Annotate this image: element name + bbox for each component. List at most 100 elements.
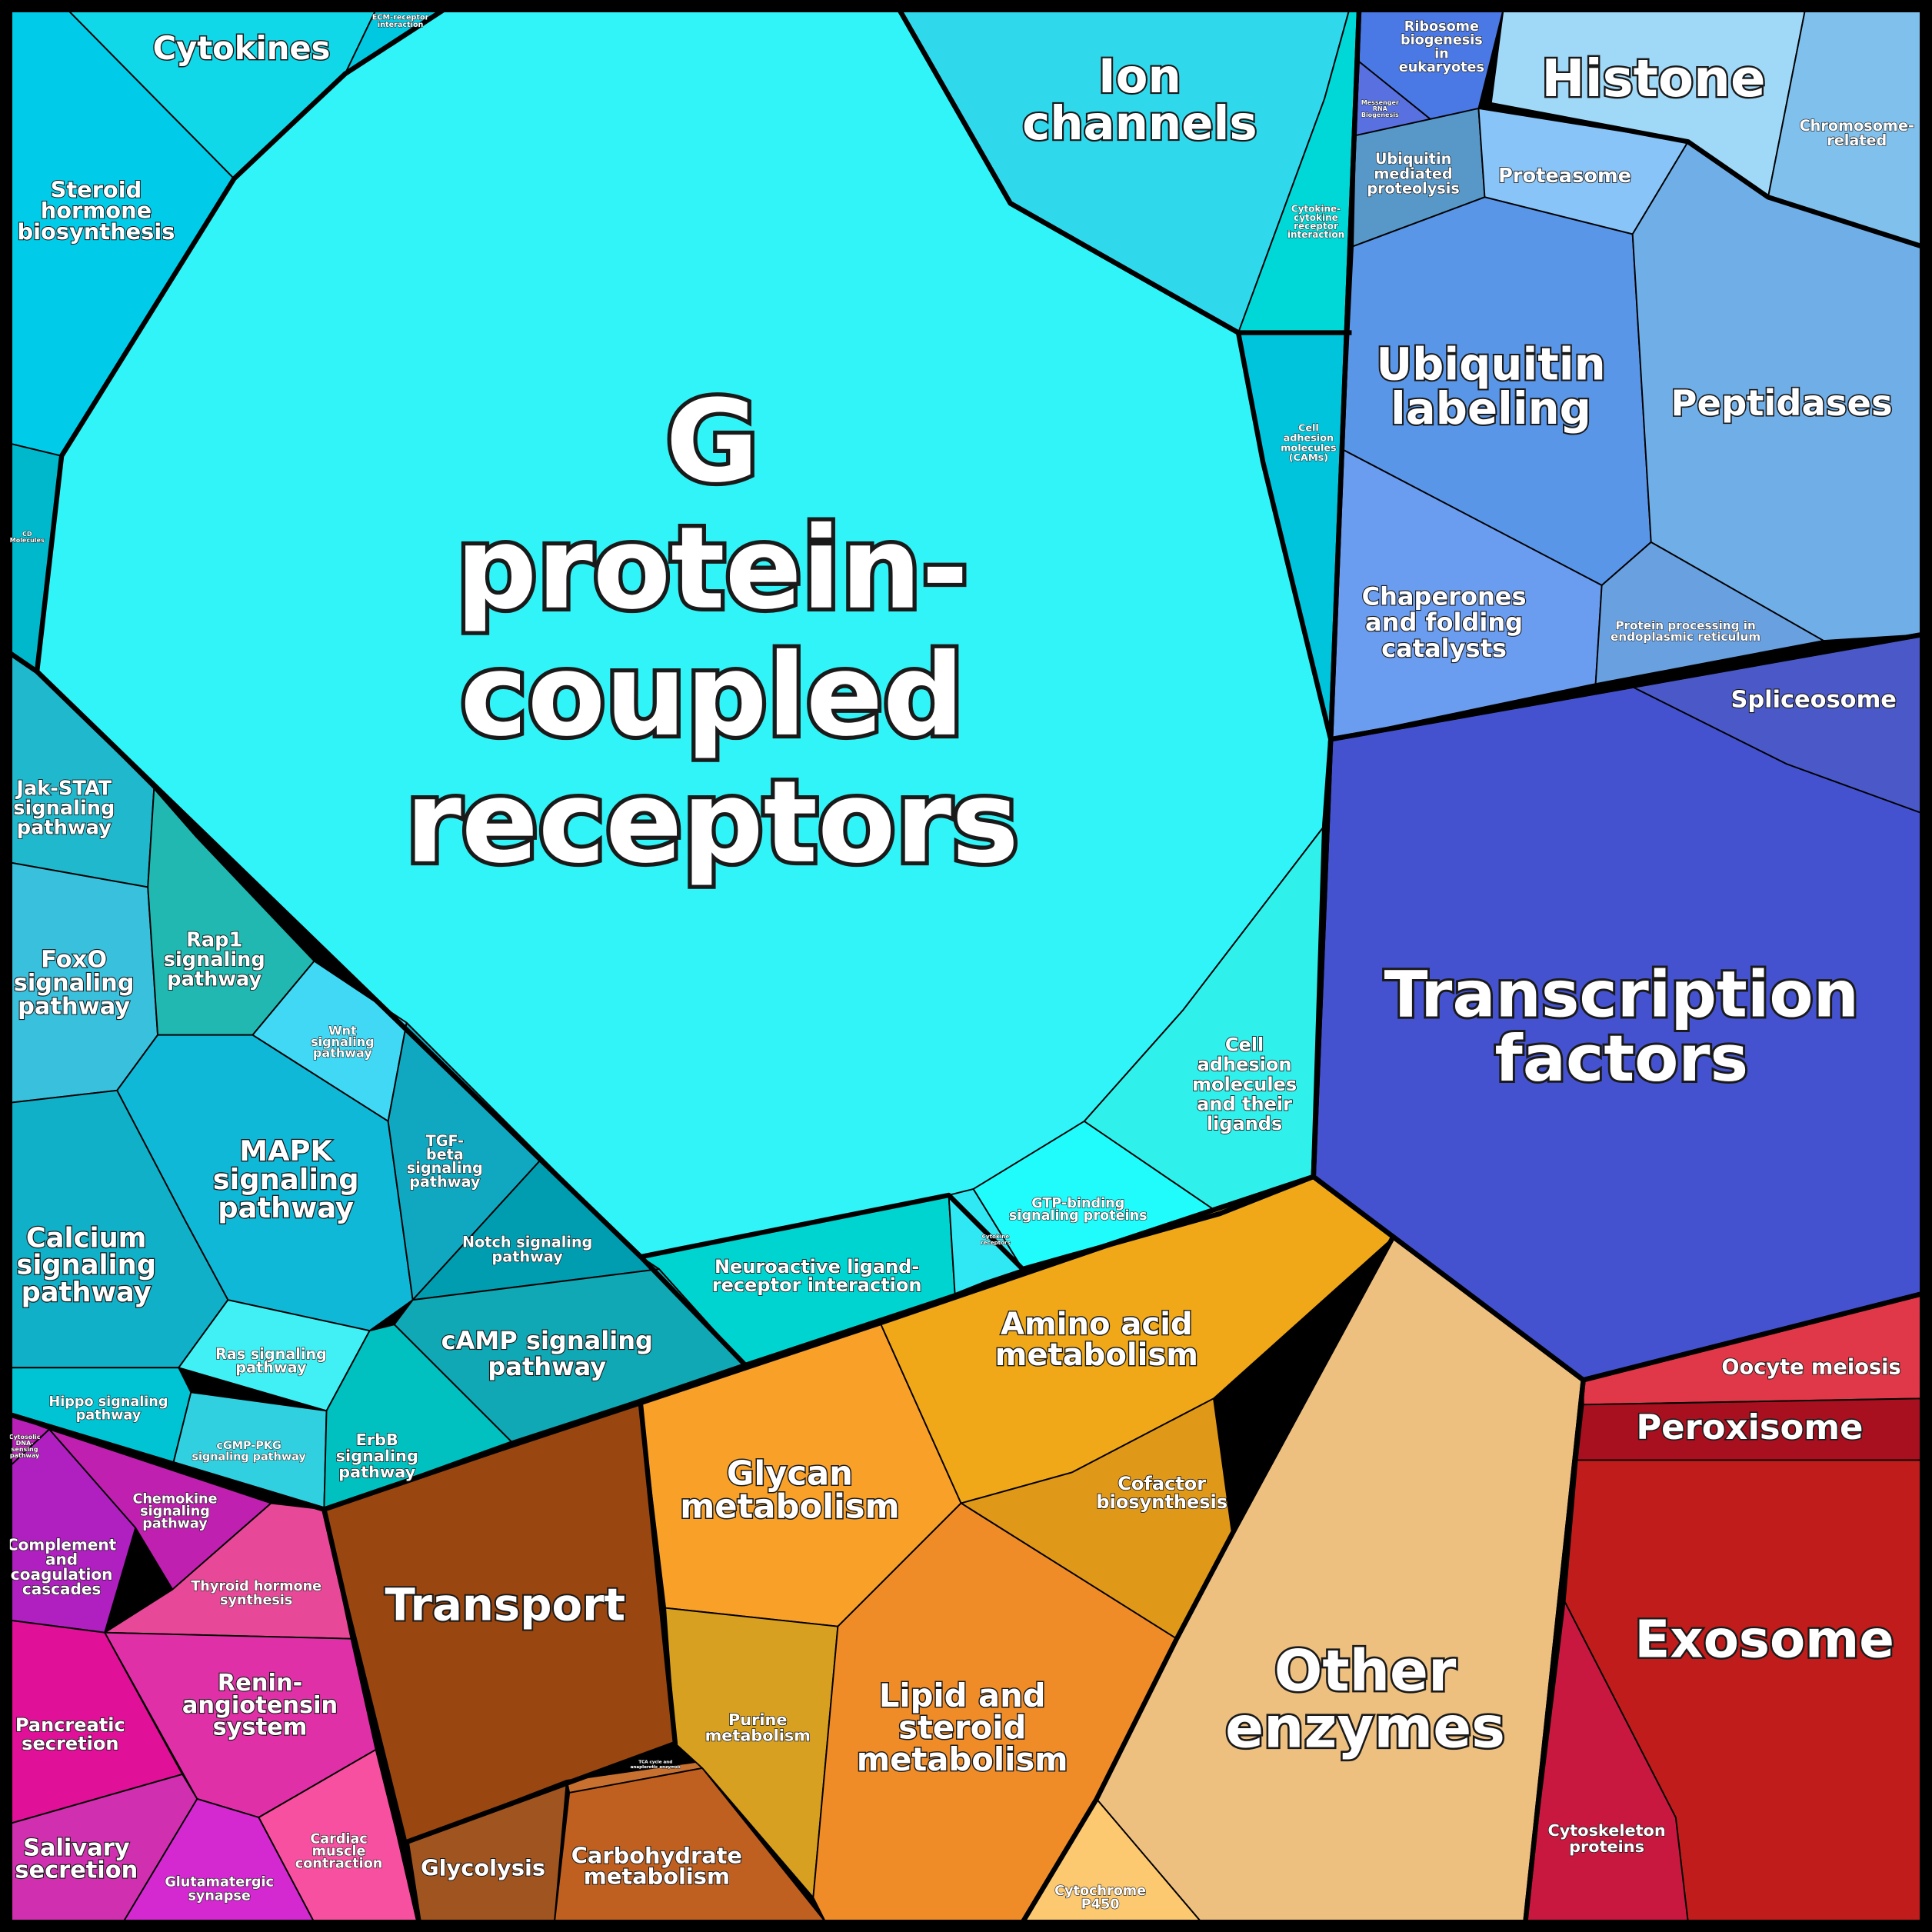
label-thyroid: Thyroid hormone synthesis [191, 1579, 321, 1608]
label-line: contraction [295, 1857, 383, 1872]
label-lipid: Lipid and steroid metabolism [857, 1677, 1068, 1778]
label-carbohydrate: Carbohydrate metabolism [571, 1842, 742, 1889]
label-cofactor: Cofactor biosynthesis [1096, 1473, 1227, 1513]
label-line: Complement [7, 1535, 117, 1554]
label-line: signaling [336, 1447, 418, 1465]
label-ubiq-mediated: Ubiquitin mediated proteolysis [1367, 150, 1459, 197]
label-line: mediated [1374, 165, 1452, 182]
label-camp: cAMP signaling pathway [441, 1326, 653, 1381]
label-spliceosome: Spliceosome [1730, 687, 1896, 714]
label-line: related [1827, 132, 1887, 149]
label-line: cascades [22, 1580, 101, 1598]
label-calcium: Calcium signaling pathway [16, 1222, 156, 1307]
label-line: cytokine [1294, 212, 1338, 223]
label-complement: Complement and coagulation cascades [7, 1535, 117, 1598]
label-line: Ubiquitin [1375, 150, 1451, 168]
cell-er[interactable] [1594, 541, 1824, 685]
label-line: Molecules [10, 537, 45, 544]
label-line: and [45, 1551, 78, 1569]
label-line: Cardiac [310, 1832, 367, 1847]
label-line: Histone [1541, 48, 1765, 108]
label-peroxisome: Peroxisome [1636, 1407, 1863, 1447]
label-line: molecules [1192, 1074, 1297, 1095]
label-line: eukaryotes [1399, 60, 1484, 75]
label-line: Peroxisome [1636, 1407, 1863, 1447]
label-line: enzymes [1225, 1696, 1505, 1761]
label-line: secretion [15, 1857, 138, 1884]
border-other [1020, 1237, 1395, 1924]
label-ras: Ras signaling pathway [215, 1345, 327, 1377]
label-er: Protein processing in endoplasmic reticul… [1611, 619, 1760, 644]
label-line: protein- [456, 502, 968, 635]
label-line: Pancreatic [15, 1714, 125, 1736]
label-line: Glutamatergic [165, 1875, 274, 1890]
label-line: Other [1274, 1639, 1457, 1704]
label-cytokines: Cytokines [153, 29, 331, 67]
label-tca: TCA cycle and anaplerotic enzymes [631, 1760, 681, 1770]
label-line: pathway [142, 1517, 208, 1532]
cell-tgf[interactable] [387, 1021, 543, 1301]
label-line: Notch signaling [462, 1233, 592, 1251]
label-line: pathway [492, 1247, 564, 1265]
labels-layer: Steroid hormone biosynthesisCytokinesECM-r… [6, 13, 1914, 1913]
label-line: coupled [460, 629, 964, 761]
label-line: hormone [41, 198, 152, 224]
label-line: receptor [1294, 221, 1338, 232]
label-line: Ubiquitin [1376, 338, 1605, 390]
label-line: metabolism [995, 1337, 1198, 1373]
border-pathways [8, 651, 748, 1367]
label-line: receptors [981, 1239, 1011, 1246]
label-line: and their [1197, 1093, 1292, 1114]
label-line: Ribosome [1404, 19, 1479, 35]
label-pancreatic: Pancreatic secretion [15, 1714, 125, 1754]
label-neuroactive: Neuroactive ligand-receptor interaction [712, 1256, 922, 1296]
label-line: coagulation [11, 1565, 113, 1584]
label-gtp: GTP-binding signaling proteins [1009, 1196, 1148, 1224]
label-line: proteolysis [1367, 180, 1459, 198]
label-cytokine-cytokine: Cytokine-cytokine receptor interaction [1287, 204, 1344, 241]
label-line: anaplerotic enzymes [631, 1765, 681, 1770]
label-line: Glycolysis [421, 1854, 545, 1880]
label-line: Chaperones [1362, 582, 1527, 611]
label-cam-ligands: Cell adhesion molecules and their ligands [1192, 1034, 1297, 1135]
label-line: pathway [218, 1191, 354, 1224]
label-line: Cytokine [982, 1233, 1010, 1240]
label-line: signaling [16, 1250, 156, 1281]
label-line: signaling [213, 1163, 359, 1196]
label-line: Rap1 [186, 928, 242, 951]
label-histone: Histone [1541, 48, 1765, 108]
label-line: pathway [409, 1173, 481, 1191]
label-line: Cofactor [1118, 1473, 1206, 1494]
label-line: adhesion [1198, 1054, 1292, 1075]
label-salivary: Salivary secretion [15, 1835, 138, 1884]
label-exosome: Exosome [1634, 1610, 1894, 1670]
label-line: steroid [898, 1708, 1026, 1746]
label-line: biogenesis [1401, 33, 1483, 48]
label-line: Steroid [51, 176, 142, 202]
label-cams: Cell adhesion molecules (CAMs) [1281, 423, 1337, 464]
label-line: muscle [312, 1844, 366, 1860]
label-line: RNA [1373, 105, 1388, 112]
label-glycan: Glycan metabolism [680, 1454, 899, 1526]
label-line: cGMP-PKG [216, 1440, 281, 1452]
label-line: Ras signaling [215, 1345, 327, 1363]
label-line: Chromosome- [1800, 117, 1914, 135]
label-line: Cytochrome [1054, 1884, 1146, 1899]
label-line: Spliceosome [1730, 687, 1896, 714]
label-line: pathway [235, 1359, 307, 1377]
label-line: proteins [1569, 1837, 1644, 1856]
label-line: Biogenesis [1361, 112, 1399, 118]
label-ion: Ion channels [1022, 49, 1257, 151]
label-line: pathway [488, 1352, 606, 1381]
label-line: Oocyte meiosis [1721, 1355, 1900, 1379]
label-hippo: Hippo signaling pathway [48, 1394, 168, 1424]
label-line: TCA cycle and [638, 1760, 672, 1765]
label-line: CD [22, 531, 32, 538]
label-line: metabolism [857, 1740, 1068, 1778]
label-line: pathway [313, 1046, 372, 1061]
label-line: Protein processing in [1615, 619, 1755, 633]
label-line: channels [1022, 96, 1257, 151]
label-line: biosynthesis [1096, 1491, 1227, 1513]
border-ion [897, 8, 1352, 335]
label-line: metabolism [584, 1864, 730, 1890]
